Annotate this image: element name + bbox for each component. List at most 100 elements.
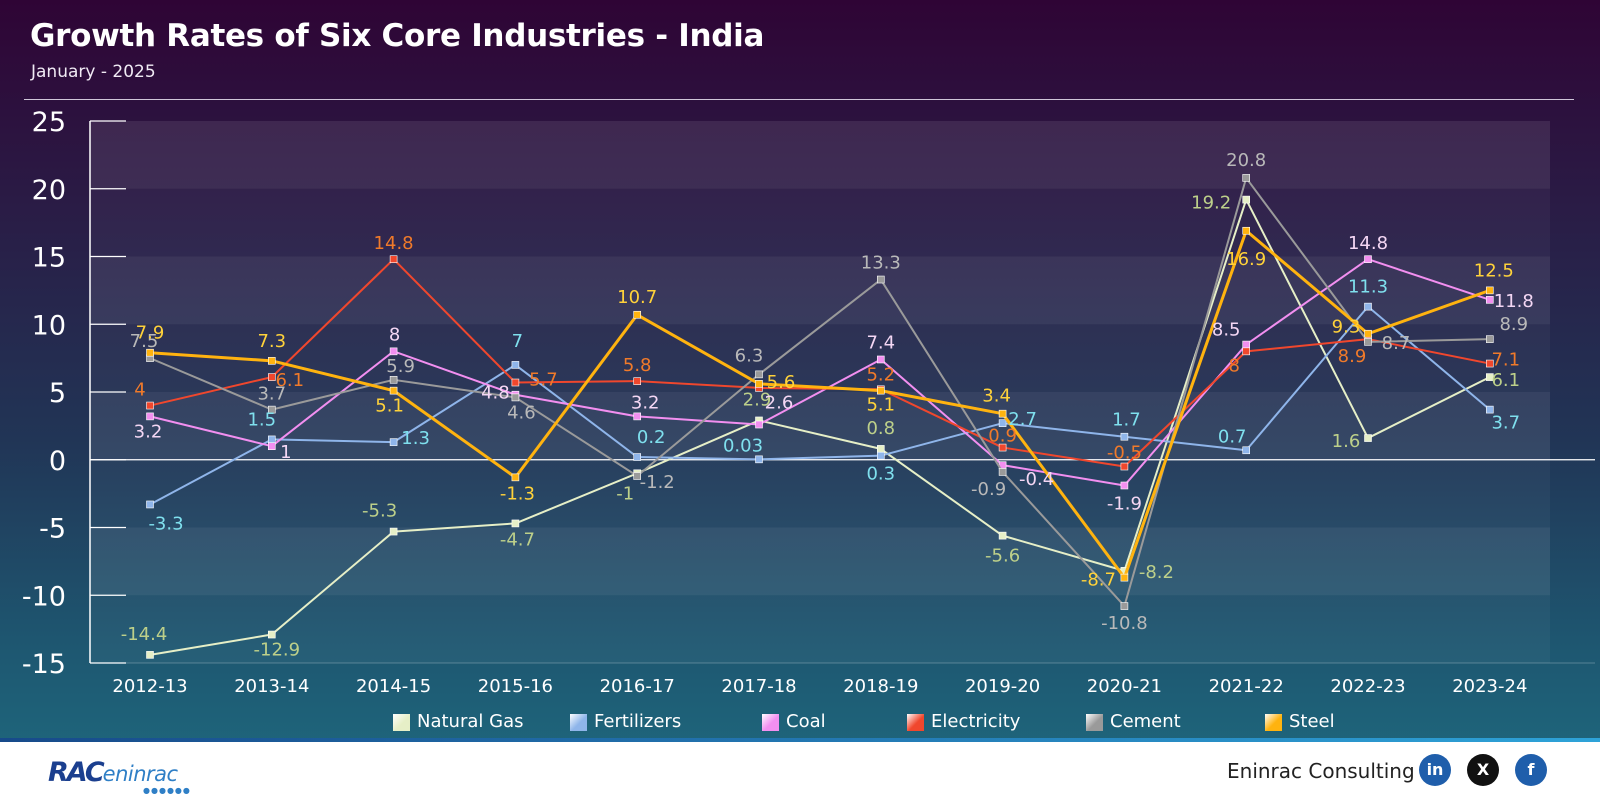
data-label-steel: 9.3 (1332, 317, 1361, 338)
x-tick-label: 2016-17 (600, 676, 675, 697)
data-point (146, 651, 154, 659)
data-label-natural-gas: 19.2 (1191, 193, 1231, 214)
series-line-steel (149, 229, 1491, 580)
data-label-natural-gas: -8.2 (1139, 562, 1174, 583)
series-fertilizers (146, 302, 1494, 509)
legend-swatch (907, 714, 924, 731)
data-label-steel: 10.7 (617, 287, 657, 308)
data-label-cement: 6.3 (735, 345, 764, 366)
plot-band (90, 392, 1550, 460)
series-line-fertilizers (149, 305, 1491, 506)
data-label-steel: -1.3 (500, 483, 535, 504)
legend-label: Steel (1289, 711, 1335, 732)
data-label-cement: 20.8 (1226, 150, 1266, 171)
y-tick-label: 5 (49, 378, 66, 409)
data-label-electricity: 4 (134, 380, 145, 401)
data-point (1242, 446, 1250, 455)
x-icon[interactable]: X (1467, 754, 1499, 786)
data-point (1364, 338, 1372, 346)
plot-band (90, 121, 1550, 189)
data-point (1242, 340, 1250, 349)
data-point (267, 405, 276, 414)
data-point (389, 386, 398, 395)
data-label-natural-gas: -14.4 (121, 624, 168, 645)
data-point (1486, 286, 1494, 295)
legend-label: Coal (786, 711, 826, 732)
data-label-coal: 2.6 (765, 393, 794, 414)
x-glyph: X (1476, 760, 1490, 779)
data-point (1364, 329, 1372, 338)
plot-band (90, 595, 1550, 663)
data-label-coal: 4.8 (481, 383, 510, 404)
chart-legend: Natural Gas Fertilizers Coal Electricity Cem… (0, 711, 1600, 735)
data-label-coal: 8 (389, 324, 400, 345)
data-point (1120, 481, 1129, 490)
y-tick-label: -15 (22, 649, 66, 680)
data-point (267, 373, 276, 381)
series-layer (146, 174, 1494, 659)
data-point (267, 435, 276, 444)
x-tick-label: 2012-13 (112, 676, 187, 697)
logo-dots: ●●●●●● (143, 786, 191, 795)
data-label-cement: 8.9 (1499, 314, 1528, 335)
data-label-fertilizers: 0.03 (723, 435, 763, 456)
legend-label: Fertilizers (594, 711, 682, 732)
data-point (389, 347, 398, 356)
data-point (389, 527, 398, 536)
data-label-natural-gas: 6.1 (1491, 370, 1520, 391)
plot-band (90, 527, 1550, 596)
data-point (633, 453, 642, 461)
data-point (1364, 434, 1372, 442)
data-point (998, 531, 1007, 540)
legend-swatch (1265, 714, 1282, 731)
data-point (1486, 373, 1494, 381)
data-label-cement: 7.5 (130, 331, 159, 352)
data-label-layer: -14.4-12.9-5.3-4.7-12.90.8-5.6-8.219.21.… (121, 150, 1534, 661)
data-label-fertilizers: 7 (512, 331, 523, 352)
data-point (389, 376, 398, 384)
facebook-icon[interactable]: f (1515, 754, 1547, 786)
data-point (511, 473, 520, 482)
data-point (1120, 602, 1129, 610)
company-logo[interactable]: RACeninrac ●●●●●● (48, 757, 190, 795)
data-point (1242, 195, 1250, 204)
data-label-steel: 3.4 (982, 386, 1011, 407)
data-label-natural-gas: -12.9 (254, 640, 301, 661)
company-name: Eninrac Consulting (1227, 759, 1415, 783)
data-point (998, 409, 1007, 418)
data-label-electricity: 0.9 (988, 426, 1017, 447)
data-label-coal: 8.5 (1212, 320, 1241, 341)
data-label-steel: 7.3 (257, 331, 286, 352)
data-point (1120, 462, 1129, 471)
x-tick-label: 2015-16 (478, 676, 553, 697)
data-label-cement: 8.7 (1382, 333, 1411, 354)
header-divider (24, 99, 1574, 100)
data-label-fertilizers: 11.3 (1348, 277, 1388, 298)
data-point (1242, 347, 1250, 356)
data-label-coal: 14.8 (1348, 233, 1388, 254)
data-label-fertilizers: 1.5 (247, 409, 276, 430)
data-point (146, 412, 154, 421)
data-label-electricity: 5.7 (529, 370, 558, 391)
plot-bands (90, 121, 1550, 663)
legend-label: Electricity (931, 711, 1021, 732)
series-line-natural-gas (149, 198, 1491, 656)
data-point (511, 519, 520, 528)
data-point (511, 361, 520, 369)
data-label-cement: 5.9 (386, 356, 415, 377)
x-tick-label: 2013-14 (234, 676, 309, 697)
footer: RACeninrac ●●●●●● Eninrac Consulting in … (0, 742, 1600, 800)
x-tick-label: 2023-24 (1452, 676, 1527, 697)
series-natural-gas (146, 195, 1494, 659)
data-point (1364, 302, 1372, 311)
data-point (633, 377, 642, 385)
data-point (755, 455, 763, 464)
data-point (1242, 226, 1250, 235)
legend-swatch (1086, 714, 1103, 731)
plot-band (90, 256, 1550, 325)
data-label-steel: 12.5 (1474, 260, 1514, 281)
linkedin-icon[interactable]: in (1419, 754, 1451, 786)
legend-label: Cement (1110, 711, 1181, 732)
data-point (998, 419, 1007, 427)
data-label-steel: 5.6 (767, 372, 796, 393)
